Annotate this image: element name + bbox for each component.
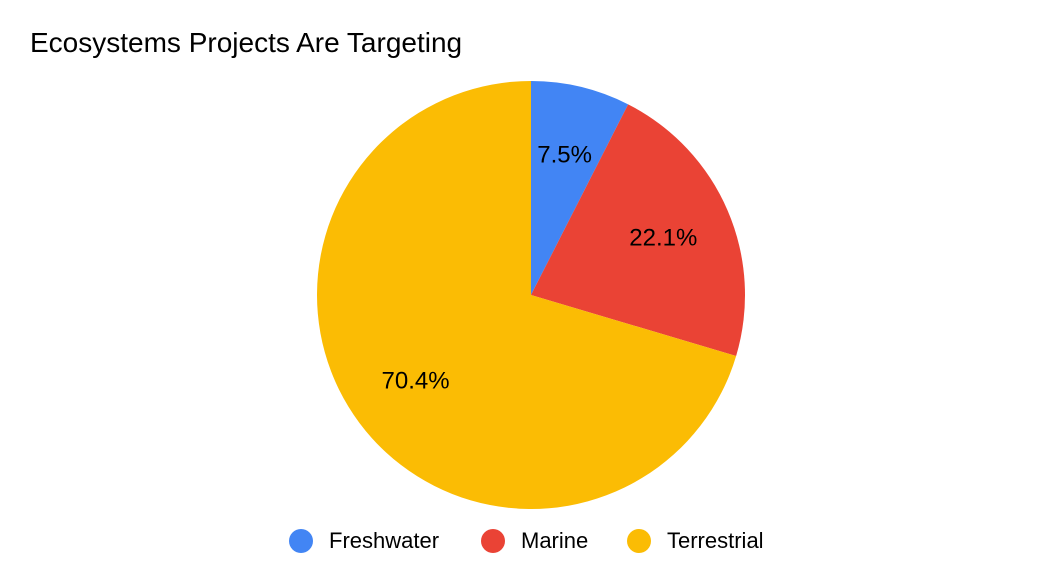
legend-label-terrestrial: Terrestrial — [667, 528, 764, 553]
pie-slice-freshwater[interactable] — [531, 81, 629, 295]
pie-slice-label-marine: 22.1% — [629, 225, 697, 252]
pie-slice-label-freshwater: 7.5% — [537, 141, 592, 168]
legend-item-freshwater[interactable]: Freshwater — [289, 524, 439, 558]
legend-item-marine[interactable]: Marine — [481, 524, 588, 558]
legend-label-freshwater: Freshwater — [329, 528, 440, 553]
pie-slice-terrestrial[interactable] — [316, 81, 737, 509]
pie-slices — [316, 81, 745, 509]
legend-swatch-freshwater — [289, 529, 313, 553]
chart-title: Ecosystems Projects Are Targeting — [30, 27, 463, 58]
pie-slice-marine[interactable] — [531, 104, 745, 356]
pie-slice-labels: 7.5% 22.1% 70.4% — [382, 141, 698, 394]
pie-slice-label-terrestrial: 70.4% — [382, 368, 450, 395]
legend-item-terrestrial[interactable]: Terrestrial — [627, 524, 764, 558]
legend-swatch-marine — [481, 529, 505, 553]
legend-label-marine: Marine — [521, 528, 589, 553]
legend: Freshwater Marine Terrestrial — [0, 524, 1062, 558]
legend-swatch-terrestrial — [627, 529, 651, 553]
